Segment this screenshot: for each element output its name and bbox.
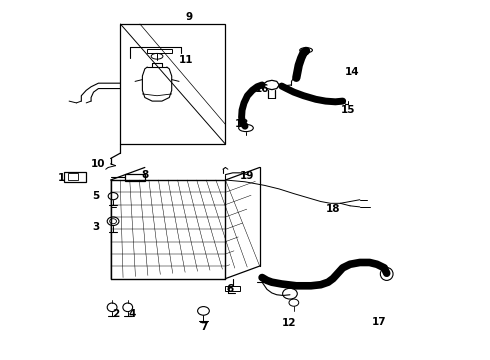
- Text: 12: 12: [282, 319, 296, 328]
- Ellipse shape: [197, 307, 209, 315]
- Text: 7: 7: [200, 322, 207, 332]
- Ellipse shape: [380, 267, 393, 280]
- Text: 5: 5: [92, 191, 99, 201]
- Ellipse shape: [283, 288, 297, 299]
- Text: 11: 11: [179, 55, 194, 65]
- Text: 6: 6: [227, 284, 234, 294]
- Bar: [225, 286, 240, 291]
- Text: 15: 15: [341, 105, 355, 115]
- Text: 8: 8: [141, 170, 148, 180]
- Text: 16: 16: [255, 84, 270, 94]
- Text: 1: 1: [58, 173, 65, 183]
- Bar: [64, 172, 86, 182]
- Text: 13: 13: [235, 120, 250, 129]
- Bar: [147, 49, 172, 53]
- Text: 10: 10: [91, 159, 106, 169]
- Bar: [125, 174, 145, 181]
- Text: 14: 14: [345, 67, 360, 77]
- Text: 2: 2: [112, 310, 119, 319]
- Text: 19: 19: [240, 171, 255, 181]
- Ellipse shape: [300, 48, 313, 53]
- Text: 4: 4: [129, 310, 136, 319]
- Ellipse shape: [107, 217, 119, 226]
- Bar: [68, 173, 78, 180]
- Text: 3: 3: [92, 222, 99, 231]
- Text: 18: 18: [326, 204, 340, 214]
- Text: 9: 9: [185, 12, 193, 22]
- Ellipse shape: [239, 125, 253, 132]
- Text: 17: 17: [372, 317, 387, 327]
